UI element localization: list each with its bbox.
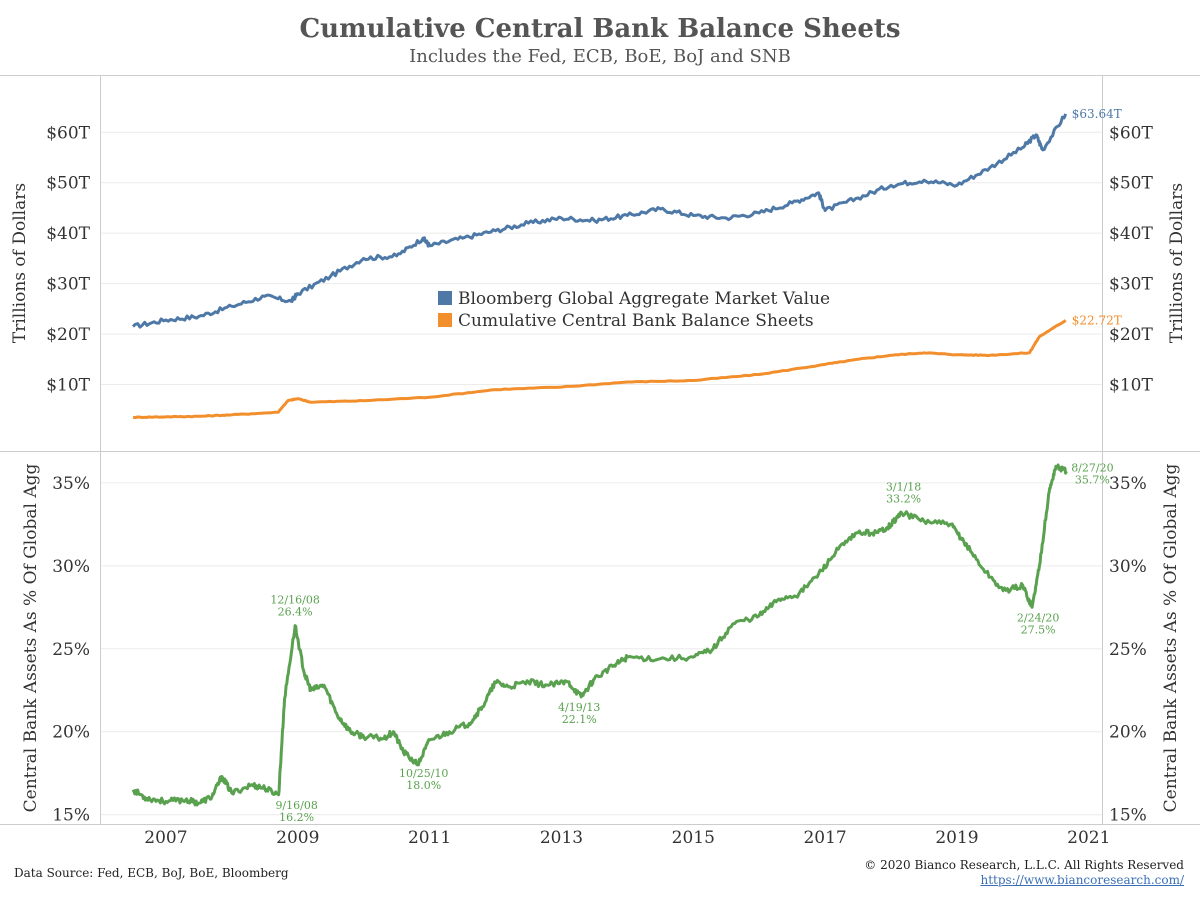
ylabel-bottom-left: Central Bank Assets As % Of Global Agg xyxy=(21,464,41,813)
series-line-cb xyxy=(132,319,1067,420)
chart-svg: $10T $10T $20T $20T $30T $30T $40T $40T $50T $50T… xyxy=(0,75,1200,848)
legend-label: Bloomberg Global Aggregate Market Value xyxy=(458,289,830,309)
annotation-value: 18.0% xyxy=(406,779,441,792)
ytick-label-right: 20% xyxy=(1109,723,1147,743)
legend-swatch xyxy=(438,313,452,327)
ytick-label-left: 35% xyxy=(52,474,90,494)
ytick-label-right: 15% xyxy=(1109,806,1147,826)
ytick-label-left: $30T xyxy=(46,275,90,295)
ytick-label-right: 35% xyxy=(1109,474,1147,494)
ytick-label-left: 20% xyxy=(52,723,90,743)
annotation-date: 9/16/08 xyxy=(275,799,317,812)
ytick-label-right: $10T xyxy=(1109,376,1153,396)
chart-title: Cumulative Central Bank Balance Sheets xyxy=(299,14,901,44)
ytick-label-left: 25% xyxy=(52,640,90,660)
ytick-label-right: $20T xyxy=(1109,325,1153,345)
xtick-label: 2007 xyxy=(144,828,187,848)
xtick-label: 2009 xyxy=(276,828,319,848)
tick-labels: $10T $10T $20T $20T $30T $30T $40T $40T $50T $50T… xyxy=(10,123,1187,848)
ytick-label-left: 30% xyxy=(52,557,90,577)
xtick-label: 2011 xyxy=(408,828,451,848)
chart-subtitle: Includes the Fed, ECB, BoE, BoJ and SNB xyxy=(409,46,791,67)
end-value-label: $22.72T xyxy=(1072,313,1122,327)
xtick-label: 2015 xyxy=(672,828,715,848)
ytick-label-left: $10T xyxy=(46,376,90,396)
annotation-value: 27.5% xyxy=(1021,623,1056,636)
panel-frame xyxy=(0,75,1200,825)
data-source: Data Source: Fed, ECB, BoJ, BoE, Bloombe… xyxy=(14,866,289,880)
ytick-label-right: $60T xyxy=(1109,123,1153,143)
ytick-label-right: $50T xyxy=(1109,174,1153,194)
copyright-text: © 2020 Bianco Research, L.L.C. All Right… xyxy=(864,858,1184,872)
ytick-label-right: $30T xyxy=(1109,275,1153,295)
gridlines xyxy=(100,131,1102,816)
legend-swatch xyxy=(438,291,452,305)
chart-area: $10T $10T $20T $20T $30T $30T $40T $40T $50T $50T… xyxy=(0,75,1200,848)
website-link[interactable]: https://www.biancoresearch.com/ xyxy=(980,873,1184,887)
annotation-value: 35.7% xyxy=(1075,473,1110,486)
legend: Bloomberg Global Aggregate Market ValueC… xyxy=(438,289,830,331)
annotation-date: 8/27/20 xyxy=(1071,461,1113,474)
ytick-label-left: $40T xyxy=(46,224,90,244)
annotation-value: 16.2% xyxy=(279,811,314,824)
xtick-label: 2017 xyxy=(803,828,846,848)
legend-label: Cumulative Central Bank Balance Sheets xyxy=(458,311,814,331)
series-line-agg xyxy=(131,113,1068,329)
annotation-value: 22.1% xyxy=(562,713,597,726)
annotation-value: 33.2% xyxy=(886,493,921,506)
end-value-label: $63.64T xyxy=(1072,107,1122,121)
xtick-label: 2021 xyxy=(1067,828,1110,848)
ytick-label-right: 30% xyxy=(1109,557,1147,577)
annotation-date: 12/16/08 xyxy=(270,594,319,607)
ytick-label-right: $40T xyxy=(1109,224,1153,244)
series-lines xyxy=(131,113,1068,807)
ytick-label-left: $60T xyxy=(46,123,90,143)
annotation-date: 3/1/18 xyxy=(886,481,921,494)
footer-credits: © 2020 Bianco Research, L.L.C. All Right… xyxy=(864,858,1184,888)
ytick-label-right: 25% xyxy=(1109,640,1147,660)
xtick-label: 2013 xyxy=(540,828,583,848)
annotation-date: 2/24/20 xyxy=(1017,611,1059,624)
ytick-label-left: $50T xyxy=(46,174,90,194)
ylabel-bottom-right: Central Bank Assets As % Of Global Agg xyxy=(1161,464,1181,813)
annotation-date: 4/19/13 xyxy=(558,701,600,714)
xtick-label: 2019 xyxy=(935,828,978,848)
annotation-date: 10/25/10 xyxy=(399,767,448,780)
ytick-label-left: $20T xyxy=(46,325,90,345)
annotation-value: 26.4% xyxy=(278,606,313,619)
ylabel-top-right: Trillions of Dollars xyxy=(1167,183,1187,343)
series-line-ratio xyxy=(131,463,1068,807)
ytick-label-left: 15% xyxy=(52,806,90,826)
ylabel-top-left: Trillions of Dollars xyxy=(10,183,30,343)
